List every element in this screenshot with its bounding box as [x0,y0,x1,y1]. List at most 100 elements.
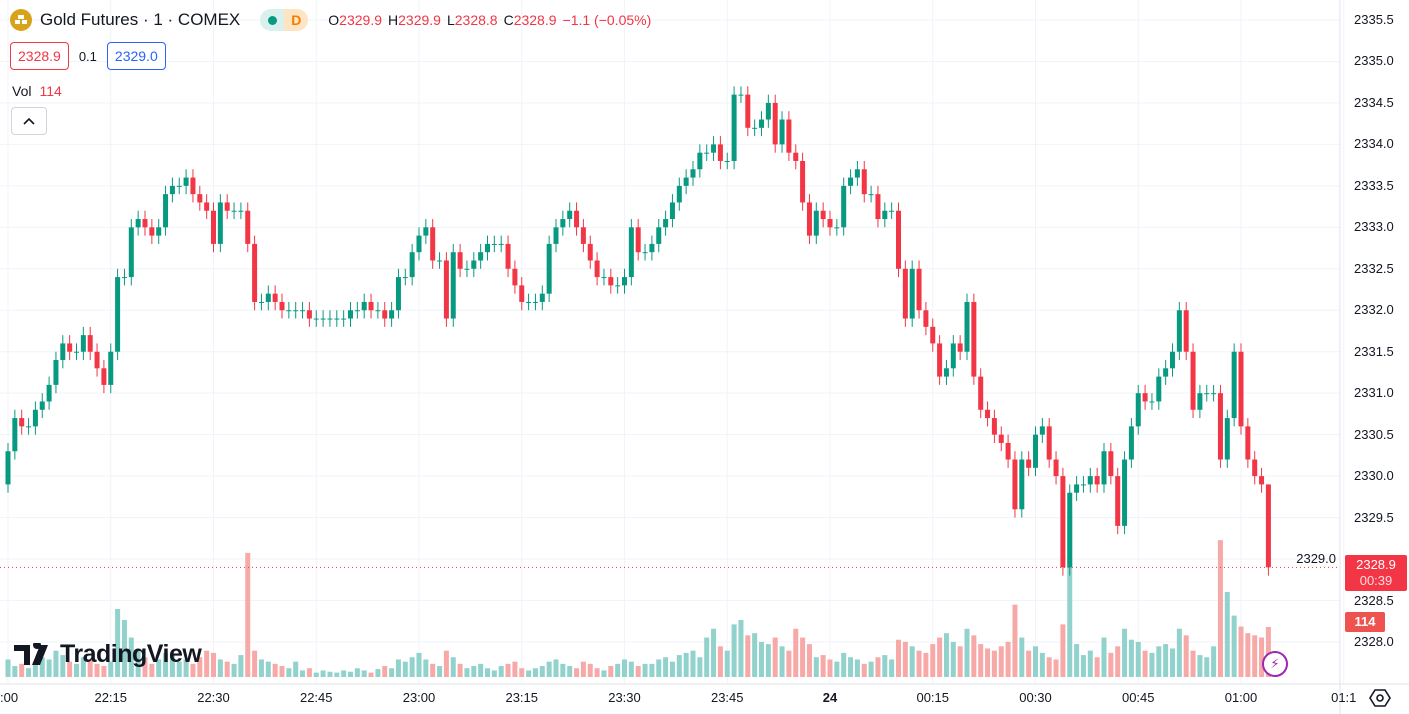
volume-bar [176,661,182,677]
candle [1204,384,1210,402]
candle-body [409,252,415,278]
candle-body [937,343,943,377]
volume-bar [306,668,312,677]
volume-bar [1046,657,1052,677]
candle-body [1005,442,1011,460]
candle [759,111,764,137]
settings-hexagon-icon[interactable] [1368,686,1392,710]
buy-button[interactable]: 2329.0 [106,42,166,70]
candle-body [1012,459,1018,510]
candle [361,293,367,319]
candle-body [197,194,203,203]
ohlc-values: O2329.9 H2329.9 L2328.8 C2328.9 −1.1 (−0… [328,12,651,28]
candle [786,111,792,161]
candle-body [731,94,737,161]
candle-body [471,260,477,269]
close-value: 2328.9 [513,12,557,28]
candle [87,326,93,361]
volume-bar [464,668,470,677]
candle [971,293,977,385]
candle-body [827,219,833,228]
candle [464,260,470,278]
volume-bar [94,663,100,677]
candle-body [854,169,860,178]
volume-bar [676,655,682,677]
market-status[interactable]: D [260,9,309,31]
candle-body [978,376,984,410]
price-tick-label: 2328.5 [1354,592,1394,608]
candle-body [902,268,908,319]
volume-bar [622,659,627,677]
volume-bar [46,659,52,677]
volume-bar [896,639,901,677]
candle-body [1019,459,1025,510]
collapse-legend-button[interactable] [11,107,47,135]
price-tick-label: 2332.5 [1354,260,1394,276]
candle [389,301,395,327]
volume-bar [615,663,621,677]
candle [1128,418,1134,468]
volume-bar [430,663,436,677]
candle [1122,451,1128,535]
candle-body [1115,476,1121,526]
sell-button[interactable]: 2328.9 [10,42,69,70]
candle-body [985,409,991,419]
volume-bar [567,666,573,677]
candle [416,227,422,261]
volume-bar [752,633,758,677]
tradingview-logo[interactable]: TradingView [14,640,202,669]
volume-bar [238,655,244,677]
candle [765,94,771,128]
volume-bar [1176,628,1182,677]
candle [690,160,696,186]
volume-bar [1197,655,1203,677]
candle [896,202,901,278]
candle-body [971,301,977,377]
volume-bar [423,659,429,677]
candle-body [580,227,586,244]
candle [211,202,216,253]
candle-body [594,260,600,278]
volume-bar [793,628,799,677]
candle-body [313,318,319,320]
candle [450,243,456,327]
volume-bar [779,646,785,677]
time-tick-label: 22:45 [299,690,333,705]
volume-bar [80,657,86,677]
volume-bar [142,657,148,677]
volume-bar [1135,641,1141,677]
volume-bar [156,659,162,677]
candle [738,86,744,103]
time-tick-label: 00:45 [1121,690,1155,705]
candle-body [238,210,244,212]
candle [1074,476,1080,501]
candle [67,335,73,361]
lightning-icon[interactable]: ⚡ [1262,651,1288,677]
delayed-data-badge[interactable]: D [284,9,309,31]
candle-body [923,310,929,327]
candle-body [258,301,264,303]
volume-bar [300,670,306,677]
candle-body [402,277,408,279]
candle [1217,384,1223,468]
price-tick-label: 2330.5 [1354,426,1394,442]
volume-bar [861,663,867,677]
candle [1156,368,1162,410]
candle-body [74,351,79,353]
candle-body [861,169,867,195]
candle [272,285,278,311]
volume-bar [656,659,662,677]
candle [443,252,449,327]
candle-body [348,310,353,319]
candle [800,152,806,211]
volume-bar [252,650,258,677]
volume-bar [594,668,600,677]
symbol-title[interactable]: Gold Futures · 1 · COMEX [40,10,241,29]
candle-body [553,227,559,244]
candle-body [717,144,723,161]
candle-body [1156,376,1162,402]
volume-bar [1190,650,1196,677]
candle [546,235,552,302]
price-tick-label: 2333.5 [1354,177,1394,193]
